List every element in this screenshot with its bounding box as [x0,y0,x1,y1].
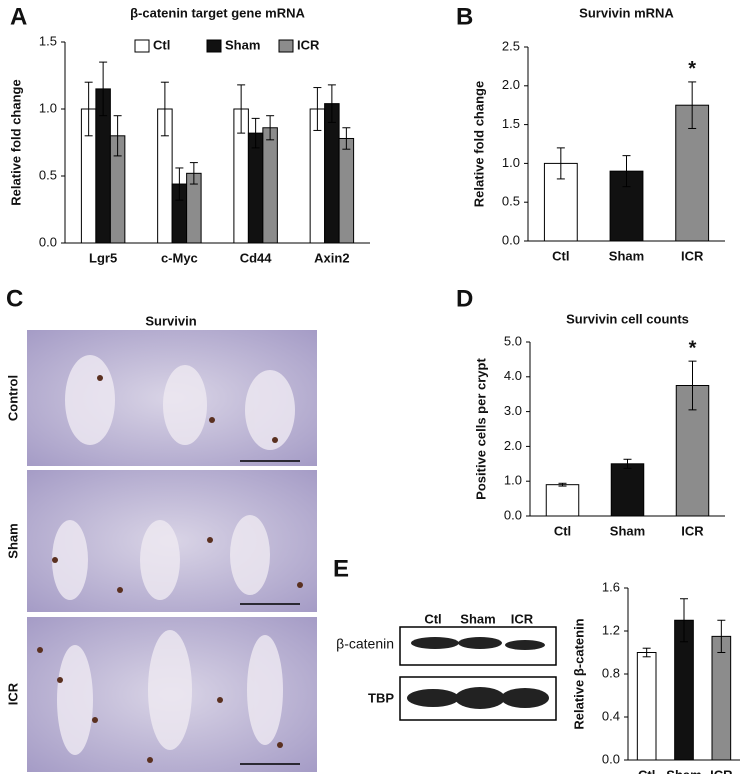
y-tick-label: 0.5 [39,167,57,182]
y-tick-label: 1.5 [502,116,520,131]
legend-label: Ctl [153,37,170,52]
error-bar [717,619,726,653]
error-bar [623,458,632,469]
annotation: * [688,58,696,80]
y-axis-label: Relative fold change [8,79,23,205]
row-label: Control [5,375,20,421]
y-tick-label: 1.0 [502,155,520,170]
y-tick-label: 1.5 [39,33,57,48]
error-bar [327,84,336,123]
legend-label: ICR [297,37,320,52]
x-tick-label: Ctl [638,767,655,774]
chart-title: Survivin cell counts [566,311,689,326]
x-tick-label: Lgr5 [89,250,117,265]
error-bar [175,167,184,201]
x-tick-label: ICR [681,248,704,263]
bar [636,652,657,761]
bar [610,463,645,517]
y-tick-label: 0.0 [602,751,620,766]
panel-label: A [10,3,27,30]
panel-label: D [456,285,473,312]
error-bar [113,115,122,157]
x-tick-label: Sham [610,523,645,538]
error-bar [99,61,108,117]
y-tick-label: 4.0 [504,368,522,383]
bar [247,132,264,244]
y-tick-label: 1.6 [602,579,620,594]
blot-row-label: β-catenin [336,636,394,652]
lane-label: Ctl [424,611,441,626]
legend-swatch [134,39,150,53]
error-bar [84,81,93,137]
lane-label: Sham [460,611,495,626]
y-tick-label: 3.0 [504,403,522,418]
y-axis-label: Positive cells per crypt [473,358,488,500]
error-bar [688,81,697,129]
bar [338,137,355,244]
x-tick-label: Sham [609,248,644,263]
y-axis-label: Relative β-catenin [571,618,586,729]
legend-swatch [206,39,222,53]
y-tick-label: 2.0 [502,77,520,92]
y-tick-label: 0.0 [504,507,522,522]
error-bar [680,598,688,643]
x-tick-label: Ctl [554,523,571,538]
western-blot [399,626,557,721]
error-bar [251,117,260,149]
y-tick-label: 1.0 [504,473,522,488]
x-tick-label: Sham [666,767,701,774]
y-tick-label: 0.8 [602,665,620,680]
row-label: Sham [5,523,20,558]
error-bar [266,115,275,141]
error-bar [622,155,631,188]
y-tick-label: 0.5 [502,194,520,209]
y-tick-label: 1.0 [39,100,57,115]
chart-title: Survivin mRNA [579,5,674,20]
error-bar [189,162,198,185]
blot-row-label: TBP [368,690,394,705]
error-bar [342,127,351,150]
annotation: * [689,337,697,359]
x-tick-label: Cd44 [240,250,273,265]
chart-title: β-catenin target gene mRNA [130,5,305,20]
y-tick-label: 0.0 [39,234,57,249]
x-tick-label: ICR [681,523,704,538]
error-bar [688,360,697,411]
error-bar [160,81,169,137]
y-axis-label: Relative fold change [471,81,486,207]
y-tick-label: 2.5 [502,38,520,53]
y-tick-label: 0.0 [502,232,520,247]
panel-label: C [6,285,23,312]
error-bar [558,482,567,487]
bar [711,635,732,761]
bar [545,484,580,517]
y-tick-label: 1.2 [602,622,620,637]
y-tick-label: 5.0 [504,333,522,348]
x-tick-label: c-Myc [161,250,198,265]
y-tick-label: 0.4 [602,708,620,723]
row-label: ICR [5,682,20,705]
micrograph-title: Survivin [145,313,196,328]
error-bar [313,87,322,131]
x-tick-label: Axin2 [314,250,349,265]
legend-swatch [278,39,294,53]
error-bar [556,147,565,180]
y-tick-label: 2.0 [504,438,522,453]
lane-label: ICR [511,611,534,626]
panel-label: B [456,3,473,30]
x-tick-label: ICR [710,767,733,774]
panel-label: E [333,555,349,582]
bar [262,127,278,244]
error-bar [237,84,246,134]
micrograph [27,330,317,772]
error-bar [642,647,651,658]
x-tick-label: Ctl [552,248,569,263]
bar [324,103,340,244]
legend-label: Sham [225,37,260,52]
